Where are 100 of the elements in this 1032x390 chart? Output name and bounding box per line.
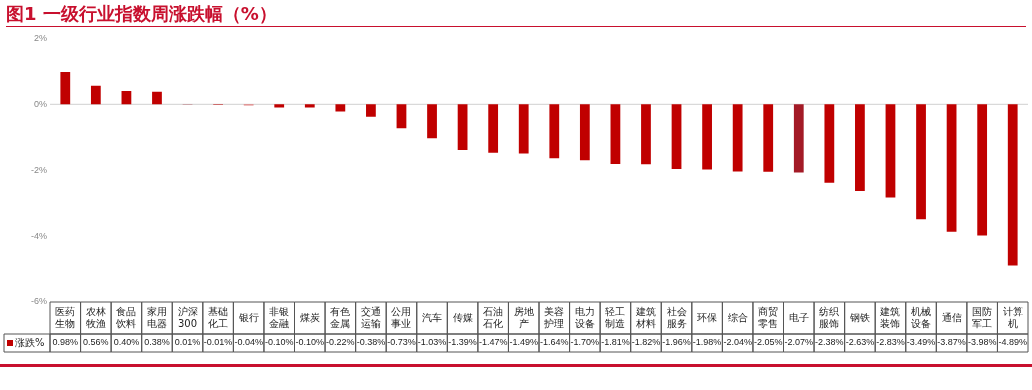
data-label: -2.38% (815, 337, 844, 348)
x-tick-label: 非银金融 (269, 305, 290, 329)
legend-label: 涨跌% (15, 336, 45, 348)
y-tick-label: -6% (30, 296, 47, 307)
data-label: -0.38% (356, 337, 386, 348)
y-tick-label: -4% (30, 230, 47, 241)
data-label: -1.70% (570, 337, 600, 348)
bar (763, 104, 774, 172)
data-label: -3.98% (967, 337, 997, 348)
x-tick-label: 家用电器 (146, 305, 167, 329)
bar (396, 104, 407, 129)
y-tick-label: 2% (33, 32, 47, 43)
data-label: -1.49% (509, 337, 538, 348)
bar (977, 104, 988, 236)
bar (121, 91, 132, 105)
bar (702, 104, 712, 170)
bar (641, 104, 651, 165)
x-tick-label: 农林牧渔 (85, 305, 106, 329)
x-tick-label: 有色金属 (330, 305, 351, 329)
x-tick-label: 钢铁 (848, 311, 870, 323)
x-tick-label: 传媒 (452, 311, 473, 323)
y-tick-label: 0% (33, 98, 47, 109)
data-label: -1.96% (662, 337, 691, 348)
chart-title: 图1 一级行业指数周涨跌幅（%） (6, 2, 1026, 27)
x-tick-label: 环保 (697, 311, 718, 323)
x-tick-label: 建筑装饰 (879, 305, 901, 329)
x-tick-label: 纺织服饰 (819, 305, 840, 329)
x-tick-label: 轻工制造 (605, 305, 626, 329)
x-tick-label: 电力设备 (574, 305, 595, 329)
x-tick-label: 社会服务 (666, 305, 687, 329)
x-tick-label: 计算机 (1002, 305, 1023, 329)
data-label: -4.89% (998, 337, 1027, 348)
bar (916, 104, 926, 220)
data-label: -1.81% (601, 337, 630, 348)
x-tick-label: 银行 (237, 311, 259, 323)
bar (946, 104, 957, 232)
x-tick-label: 沪深300 (177, 305, 198, 329)
bar (671, 104, 682, 169)
bar (335, 104, 346, 112)
data-label: -2.05% (753, 337, 783, 348)
x-tick-label: 建筑材料 (634, 305, 656, 329)
data-label: -0.01% (203, 337, 233, 348)
x-tick-label: 国防军工 (972, 305, 993, 329)
bar (304, 104, 315, 108)
bar (610, 104, 621, 164)
bar (488, 104, 499, 153)
bar (90, 85, 101, 105)
data-label: -2.63% (845, 337, 875, 348)
x-tick-label: 煤炭 (299, 311, 320, 323)
bar (579, 104, 590, 161)
data-label: 0.98% (52, 337, 79, 348)
x-tick-label: 公用事业 (391, 305, 412, 329)
x-tick-label: 美容护理 (543, 305, 565, 329)
data-label: -2.04% (723, 337, 752, 348)
bar (885, 104, 896, 198)
data-label: 0.56% (83, 337, 109, 348)
bar (152, 91, 162, 105)
x-tick-label: 综合 (727, 311, 748, 323)
bar (427, 104, 437, 139)
bar (732, 104, 743, 172)
x-tick-label: 食品饮料 (115, 305, 137, 329)
x-tick-label: 电子 (788, 311, 809, 323)
x-tick-label: 交通运输 (360, 305, 381, 329)
x-tick-label: 商贸零售 (758, 305, 779, 329)
bar (60, 72, 71, 105)
data-label: -0.10% (295, 337, 325, 348)
data-label: -0.04% (234, 337, 263, 348)
data-label: -1.64% (540, 337, 569, 348)
y-tick-label: -2% (30, 164, 47, 175)
bar (549, 104, 560, 159)
bar (366, 104, 376, 117)
data-label: -3.87% (937, 337, 966, 348)
bar (824, 104, 835, 183)
x-tick-label: 房地产 (513, 305, 534, 329)
bar (457, 104, 468, 151)
data-label: 0.40% (113, 337, 140, 348)
bar (1007, 104, 1018, 266)
bar (518, 104, 529, 154)
bar (855, 104, 865, 191)
data-label: -1.03% (417, 337, 447, 348)
x-tick-label: 石油石化 (483, 305, 504, 329)
data-label: 0.38% (144, 337, 170, 348)
x-tick-label: 机械设备 (911, 305, 932, 329)
data-label: -2.83% (876, 337, 905, 348)
x-tick-label: 汽车 (422, 311, 443, 323)
data-label: -1.82% (631, 337, 661, 348)
data-label: -3.49% (906, 337, 936, 348)
data-label: -1.47% (478, 337, 508, 348)
data-label: -0.22% (326, 337, 355, 348)
x-tick-label: 医药生物 (55, 305, 76, 329)
data-label: -0.73% (387, 337, 416, 348)
bar (793, 104, 804, 173)
x-tick-label: 基础化工 (208, 305, 229, 329)
data-label: 0.01% (174, 337, 201, 348)
x-tick-label: 通信 (941, 311, 962, 323)
data-label: -0.10% (264, 337, 294, 348)
bar (274, 104, 285, 108)
data-label: -1.98% (692, 337, 722, 348)
data-label: -2.07% (784, 337, 814, 348)
data-label: -1.39% (448, 337, 477, 348)
